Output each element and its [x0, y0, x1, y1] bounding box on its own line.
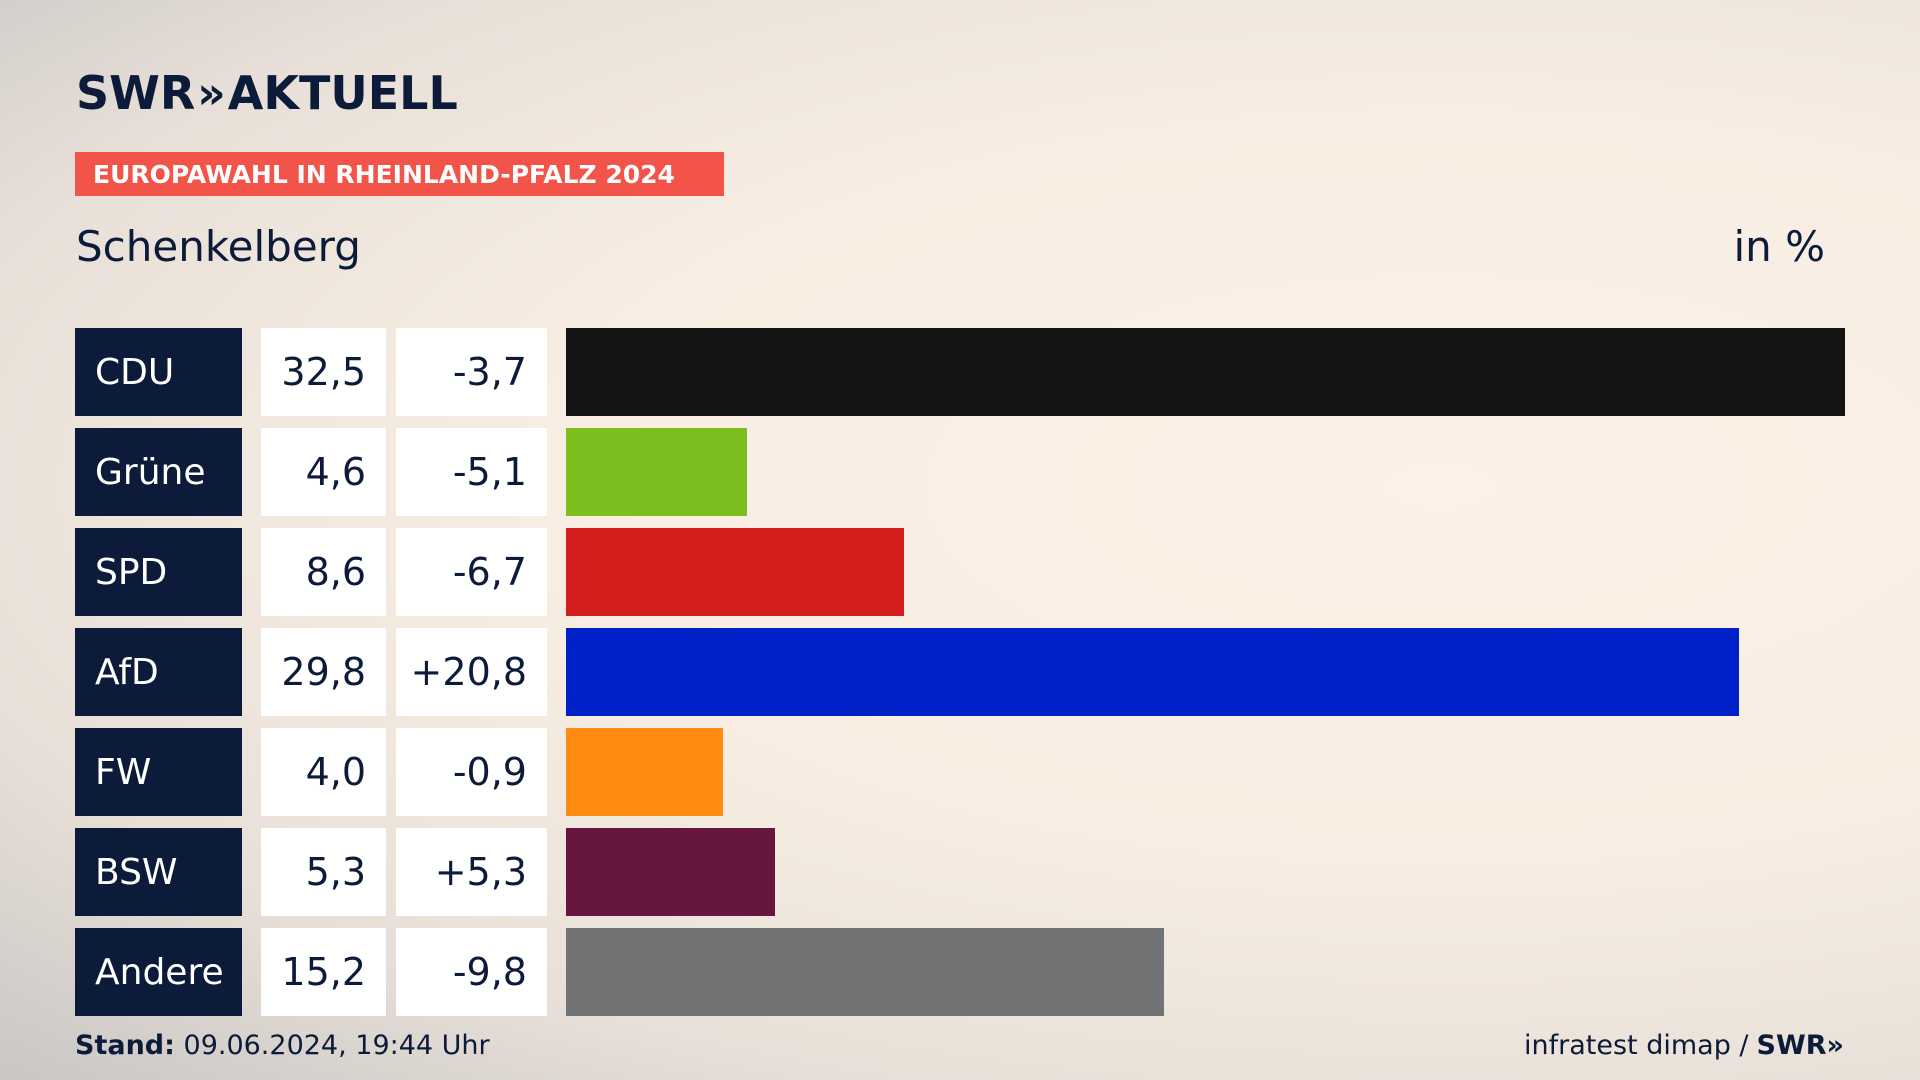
unit-label: in %	[1733, 222, 1825, 271]
result-bar	[566, 328, 1845, 416]
vote-change-value: -9,8	[396, 928, 547, 1016]
vote-change-value: -6,7	[396, 528, 547, 616]
result-row: BSW 5,3 +5,3	[0, 828, 1920, 916]
logo-swr-text: SWR	[76, 66, 196, 120]
place-title: Schenkelberg	[76, 222, 361, 271]
stand-label: Stand:	[75, 1030, 175, 1061]
result-bar	[566, 628, 1739, 716]
vote-share-value: 5,3	[261, 828, 386, 916]
vote-change-value: -3,7	[396, 328, 547, 416]
result-row: AfD 29,8 +20,8	[0, 628, 1920, 716]
swr-aktuell-logo: SWR » AKTUELL	[76, 66, 458, 120]
party-label: BSW	[75, 828, 242, 916]
result-bar	[566, 828, 775, 916]
vote-share-value: 32,5	[261, 328, 386, 416]
result-row: FW 4,0 -0,9	[0, 728, 1920, 816]
vote-share-value: 8,6	[261, 528, 386, 616]
footer-source: infratest dimap / SWR»	[1524, 1030, 1844, 1061]
party-label: Andere	[75, 928, 242, 1016]
result-row: Grüne 4,6 -5,1	[0, 428, 1920, 516]
result-row: Andere 15,2 -9,8	[0, 928, 1920, 1016]
vote-change-value: +20,8	[396, 628, 547, 716]
party-label: FW	[75, 728, 242, 816]
party-label: CDU	[75, 328, 242, 416]
vote-share-value: 29,8	[261, 628, 386, 716]
result-bar	[566, 928, 1164, 1016]
result-row: SPD 8,6 -6,7	[0, 528, 1920, 616]
vote-change-value: -5,1	[396, 428, 547, 516]
party-label: AfD	[75, 628, 242, 716]
result-bar	[566, 428, 747, 516]
vote-share-value: 4,0	[261, 728, 386, 816]
vote-change-value: +5,3	[396, 828, 547, 916]
stand-value: 09.06.2024, 19:44 Uhr	[183, 1030, 490, 1061]
vote-share-value: 15,2	[261, 928, 386, 1016]
vote-change-value: -0,9	[396, 728, 547, 816]
result-bar	[566, 728, 723, 816]
source-label: infratest dimap /	[1524, 1030, 1749, 1061]
logo-aktuell-text: AKTUELL	[227, 66, 458, 120]
party-label: SPD	[75, 528, 242, 616]
footer-stand: Stand: 09.06.2024, 19:44 Uhr	[75, 1030, 490, 1061]
result-row: CDU 32,5 -3,7	[0, 328, 1920, 416]
chevron-double-icon: »	[197, 67, 226, 119]
vote-share-value: 4,6	[261, 428, 386, 516]
party-label: Grüne	[75, 428, 242, 516]
result-bar	[566, 528, 904, 616]
election-banner: EUROPAWAHL IN RHEINLAND-PFALZ 2024	[75, 152, 724, 196]
swr-mini-logo: SWR»	[1756, 1030, 1844, 1061]
